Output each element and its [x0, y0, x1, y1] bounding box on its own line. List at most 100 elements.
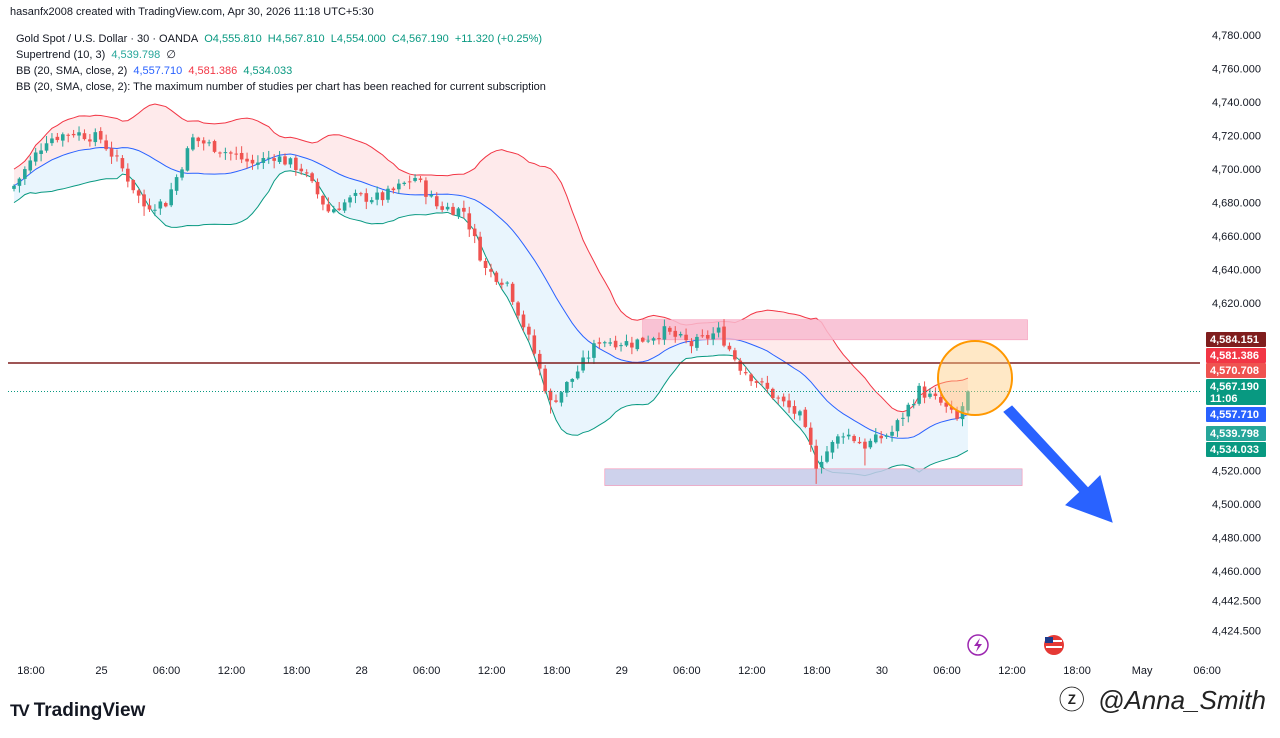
candle-body[interactable]	[434, 196, 439, 207]
candle-body[interactable]	[570, 379, 575, 382]
candle-body[interactable]	[407, 181, 412, 183]
candle-body[interactable]	[917, 385, 921, 404]
candle-body[interactable]	[147, 205, 152, 210]
candle-body[interactable]	[527, 326, 531, 335]
candle-body[interactable]	[776, 397, 781, 399]
candle-body[interactable]	[120, 158, 125, 169]
candle-body[interactable]	[218, 152, 222, 154]
candle-body[interactable]	[700, 335, 705, 337]
candle-body[interactable]	[245, 158, 249, 162]
candle-body[interactable]	[494, 272, 499, 282]
candle-body[interactable]	[543, 368, 547, 392]
candle-body[interactable]	[402, 182, 407, 184]
candle-body[interactable]	[131, 180, 136, 191]
candle-body[interactable]	[294, 157, 298, 171]
candle-body[interactable]	[429, 195, 434, 197]
candle-body[interactable]	[933, 393, 938, 396]
candle-body[interactable]	[212, 141, 217, 152]
candle-body[interactable]	[651, 338, 656, 341]
candle-body[interactable]	[239, 152, 244, 160]
highlight-circle[interactable]	[937, 340, 1013, 416]
resistance-zone[interactable]	[642, 319, 1028, 341]
candle-body[interactable]	[505, 282, 510, 284]
candle-body[interactable]	[814, 445, 818, 469]
candle-body[interactable]	[689, 340, 694, 347]
candle-body[interactable]	[662, 326, 667, 340]
time-axis[interactable]: 18:00 25 06:00 12:00 18:00 28 06:00 12:00 18:00 2…	[17, 665, 1221, 677]
candle-body[interactable]	[678, 334, 683, 336]
candle-body[interactable]	[955, 410, 959, 419]
candle-body[interactable]	[283, 156, 287, 165]
candle-body[interactable]	[104, 140, 108, 150]
candle-body[interactable]	[315, 181, 320, 195]
candle-body[interactable]	[201, 140, 206, 144]
candle-body[interactable]	[608, 342, 612, 344]
candle-body[interactable]	[597, 342, 602, 344]
candle-body[interactable]	[966, 391, 970, 411]
candle-body[interactable]	[489, 269, 493, 272]
candle-body[interactable]	[532, 335, 537, 354]
candle-body[interactable]	[510, 283, 515, 302]
candles[interactable]	[12, 126, 970, 484]
candle-body[interactable]	[500, 282, 504, 285]
candle-body[interactable]	[619, 345, 623, 347]
candle-body[interactable]	[873, 434, 878, 443]
candle-body[interactable]	[787, 400, 791, 408]
candle-body[interactable]	[299, 168, 304, 172]
candle-body[interactable]	[575, 371, 580, 379]
candle-body[interactable]	[451, 206, 455, 215]
legend-supertrend-name[interactable]: Supertrend (10, 3)	[16, 49, 106, 61]
price-axis[interactable]: 4,780.000 4,760.000 4,740.000 4,720.000 4,70…	[1212, 30, 1261, 637]
legend-supertrend-line[interactable]: Supertrend (10, 3) 4,539.798 ∅	[16, 47, 179, 63]
candle-body[interactable]	[23, 169, 27, 179]
candle-body[interactable]	[749, 374, 753, 382]
candle-body[interactable]	[28, 160, 33, 171]
candle-body[interactable]	[82, 133, 87, 140]
candle-body[interactable]	[537, 353, 542, 369]
candle-body[interactable]	[808, 427, 813, 445]
tradingview-logo[interactable]: TV TradingView	[10, 700, 145, 722]
candle-body[interactable]	[126, 168, 130, 182]
candle-body[interactable]	[863, 441, 867, 449]
candle-body[interactable]	[229, 152, 233, 154]
candle-body[interactable]	[733, 350, 737, 360]
candle-body[interactable]	[586, 357, 591, 359]
drawings[interactable]	[937, 340, 1113, 656]
candle-body[interactable]	[754, 381, 759, 383]
candle-body[interactable]	[115, 155, 119, 157]
candle-body[interactable]	[830, 441, 835, 453]
candle-body[interactable]	[868, 440, 873, 448]
candle-body[interactable]	[17, 178, 22, 186]
candle-body[interactable]	[256, 162, 260, 165]
candle-body[interactable]	[846, 434, 851, 437]
candle-body[interactable]	[12, 185, 16, 189]
candle-body[interactable]	[890, 431, 894, 436]
candle-body[interactable]	[277, 156, 282, 163]
candle-body[interactable]	[668, 327, 672, 332]
candle-body[interactable]	[185, 148, 190, 171]
candle-body[interactable]	[60, 134, 65, 141]
candle-body[interactable]	[478, 236, 482, 261]
candle-body[interactable]	[424, 180, 428, 197]
candle-body[interactable]	[386, 188, 390, 200]
candle-body[interactable]	[337, 208, 341, 210]
candle-body[interactable]	[657, 338, 661, 340]
candle-body[interactable]	[418, 178, 423, 180]
candle-body[interactable]	[88, 139, 92, 142]
candle-body[interactable]	[380, 192, 385, 201]
candle-body[interactable]	[272, 158, 276, 161]
candle-body[interactable]	[825, 451, 829, 462]
candle-body[interactable]	[624, 341, 629, 346]
candle-body[interactable]	[142, 194, 146, 207]
candle-body[interactable]	[798, 411, 802, 416]
candle-body[interactable]	[191, 137, 195, 150]
candle-body[interactable]	[836, 436, 840, 444]
candle-body[interactable]	[760, 381, 764, 383]
candle-body[interactable]	[158, 201, 163, 209]
candle-body[interactable]	[673, 330, 678, 337]
candle-body[interactable]	[369, 200, 374, 203]
candle-body[interactable]	[684, 334, 688, 341]
candle-body[interactable]	[261, 158, 266, 163]
candle-body[interactable]	[949, 407, 954, 410]
